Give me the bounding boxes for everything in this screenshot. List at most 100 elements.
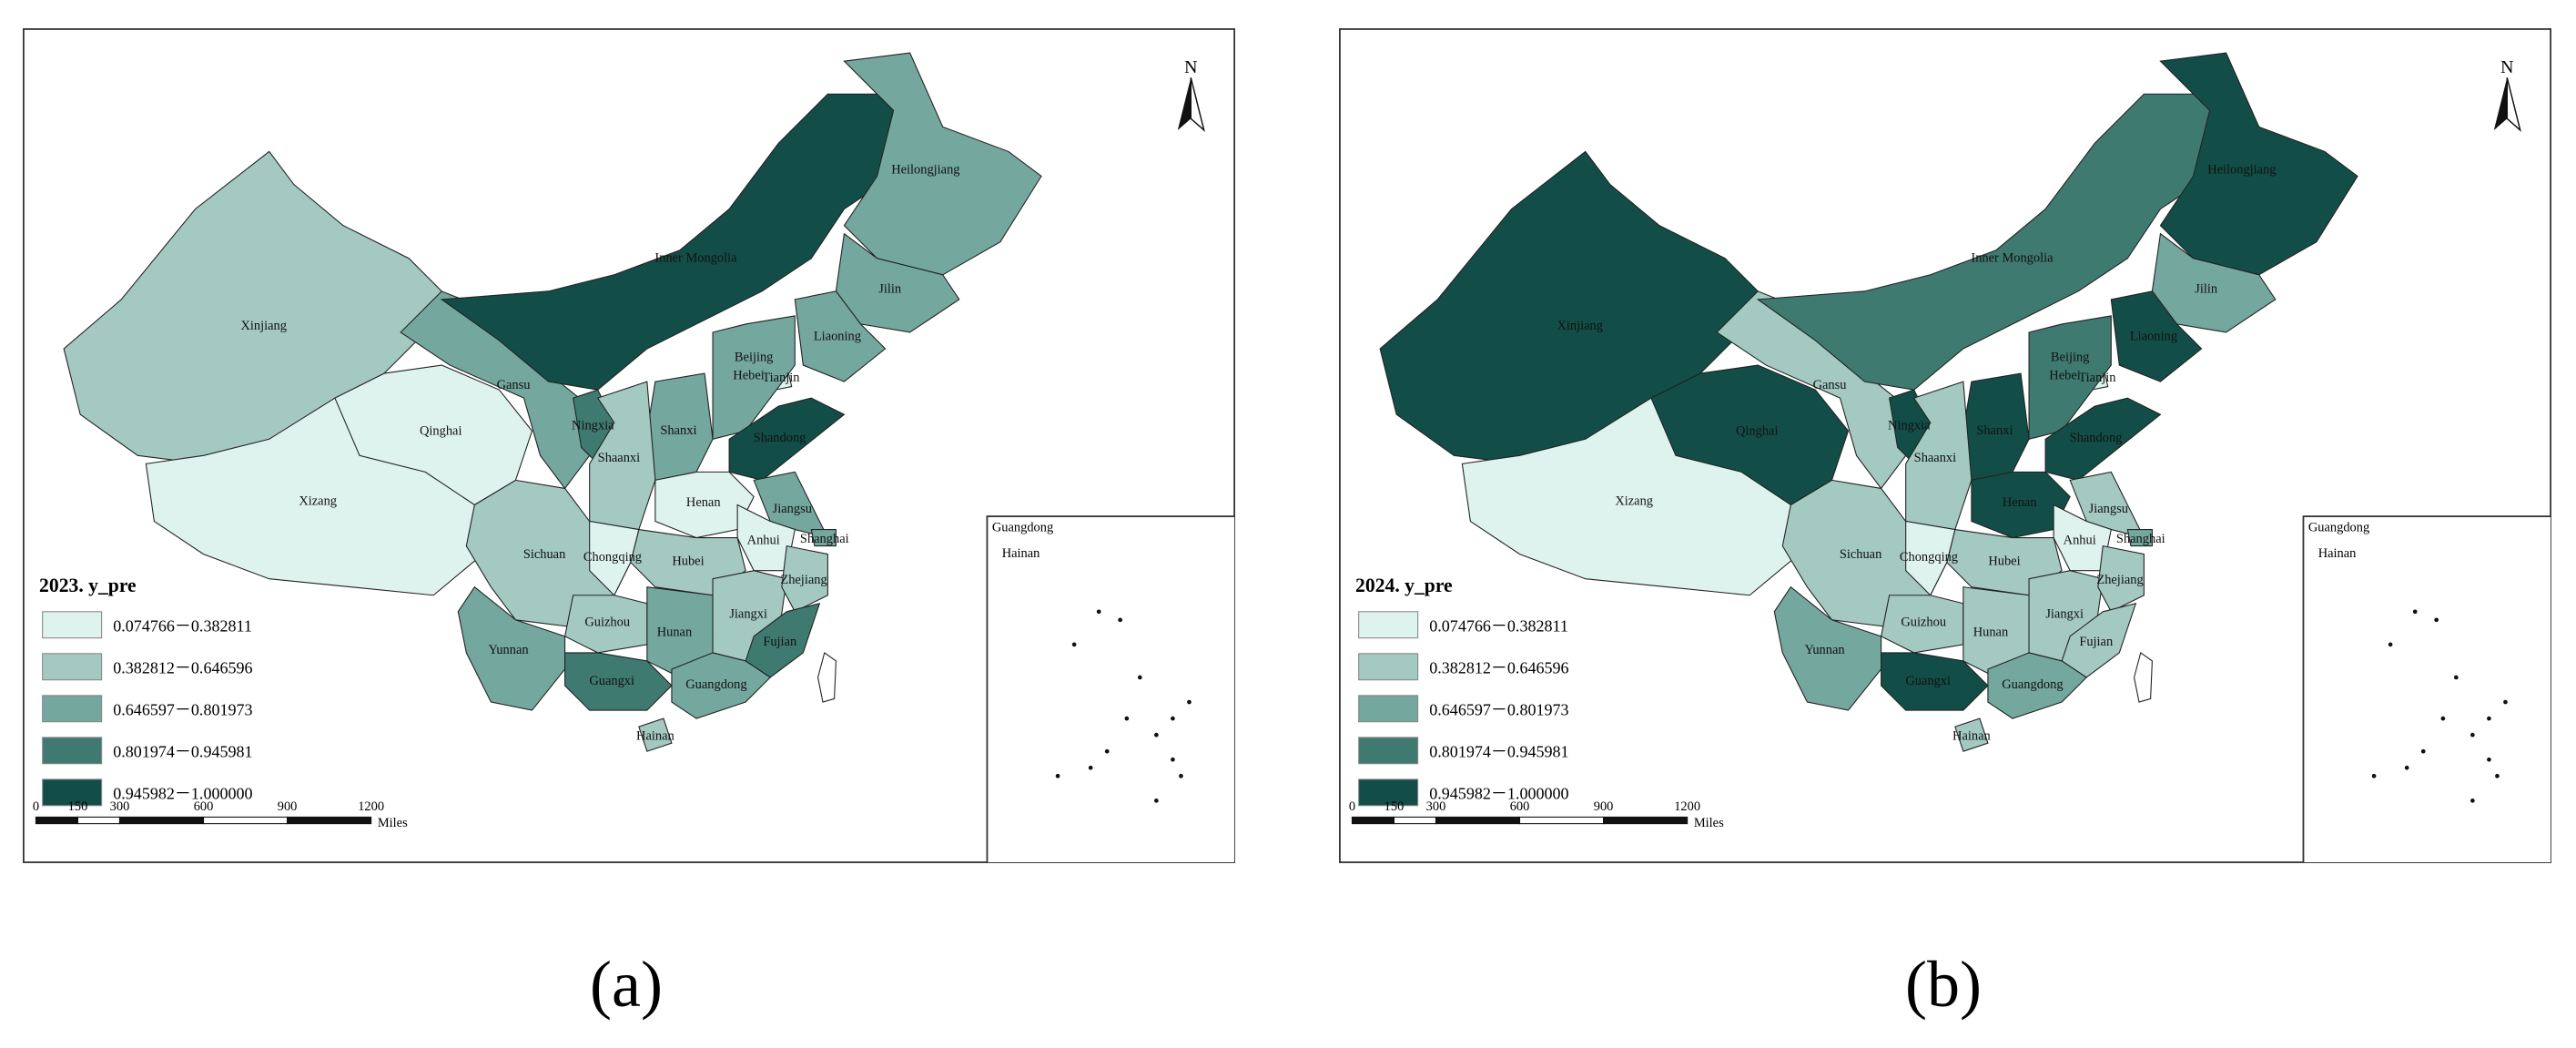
- scale-tick-label: 300: [110, 799, 130, 814]
- province-label: Xinjiang: [1557, 319, 1602, 333]
- legend-swatch: [1358, 695, 1419, 723]
- island: [1154, 799, 1159, 803]
- scale-tick-label: 150: [68, 799, 88, 814]
- province: [589, 520, 640, 596]
- scale-segment: [202, 816, 289, 825]
- province-label: Hubei: [1988, 554, 2020, 568]
- legend-title: 2024. y_pre: [1355, 575, 1453, 596]
- province-label: Henan: [686, 495, 721, 510]
- legend-swatch: [42, 737, 103, 765]
- legend-swatch: [42, 695, 103, 723]
- province-label: Xinjiang: [240, 319, 286, 333]
- province: [728, 397, 846, 481]
- province-label: Jiangxi: [2045, 607, 2084, 622]
- province-label: Qinghai: [420, 424, 461, 439]
- province: [712, 315, 796, 440]
- north-label: N: [2500, 57, 2513, 77]
- legend-label: 0.801974－0.945981: [113, 743, 252, 761]
- province-label: Ningxia: [1888, 418, 1931, 432]
- province-label: Guangxi: [1905, 674, 1951, 688]
- province-label: Beijing: [2051, 351, 2089, 365]
- province-label: Sichuan: [523, 547, 565, 562]
- island: [2495, 773, 2500, 778]
- inset-label: Hainan: [2318, 546, 2357, 561]
- legend-swatch: [42, 653, 103, 681]
- province-label: Fujian: [763, 635, 796, 649]
- province-label: Shaanxi: [598, 451, 640, 465]
- scale-unit: Miles: [378, 816, 408, 830]
- province: [2044, 397, 2162, 481]
- island: [1104, 748, 1110, 754]
- province-label: Zhejiang: [780, 573, 827, 587]
- province-label: Heilongjiang: [2207, 163, 2276, 178]
- legend-swatch: [42, 778, 103, 807]
- island: [1171, 716, 1175, 721]
- island: [1124, 716, 1130, 721]
- province-label: Gansu: [497, 378, 531, 392]
- province: [1773, 585, 1882, 711]
- legend-label: 0.945982－1.000000: [113, 785, 252, 803]
- province-label: Anhui: [747, 533, 780, 547]
- scale-tick-label: 300: [1426, 799, 1446, 814]
- island: [2434, 617, 2439, 623]
- province-label: Xizang: [299, 493, 337, 508]
- province-label: Qinghai: [1736, 424, 1778, 439]
- province: [2159, 52, 2358, 276]
- scale-tick-label: 0: [1349, 799, 1355, 814]
- island: [2503, 699, 2508, 705]
- province-label: Fujian: [2079, 635, 2113, 649]
- province: [794, 290, 887, 382]
- province-label: Guizhou: [1901, 616, 1946, 630]
- taiwan: [2134, 652, 2153, 703]
- scale-tick-label: 900: [1594, 799, 1614, 814]
- province-label: Sichuan: [1840, 547, 1881, 562]
- province-label: Guangxi: [589, 674, 634, 688]
- scale-segment: [1518, 816, 1605, 825]
- province-label: Guangdong: [685, 677, 746, 692]
- scale-tick-label: 0: [33, 799, 39, 814]
- scale-tick-label: 600: [1510, 799, 1530, 814]
- island: [2470, 732, 2475, 738]
- province: [1881, 652, 1989, 711]
- island: [1088, 765, 1093, 770]
- north-arrow: [1190, 77, 1205, 133]
- island: [1071, 642, 1077, 647]
- province-label: Beijing: [735, 351, 773, 365]
- province-label: Hebei: [733, 369, 764, 383]
- scale-segment: [1435, 816, 1521, 825]
- map: Xinjiang Xizang Qinghai Gansu Inner Mongolia…: [1339, 28, 2552, 864]
- province: [457, 585, 566, 711]
- province-label: Tianjin: [762, 371, 799, 385]
- province-label: Inner Mongolia: [1971, 251, 2054, 266]
- province-label: Gansu: [1813, 378, 1847, 392]
- province: [638, 717, 673, 752]
- province-label: Yunnan: [1805, 643, 1845, 657]
- province-label: Zhejiang: [2096, 573, 2143, 587]
- scale-tick-label: 150: [1384, 799, 1405, 814]
- inset-label: Guangdong: [992, 520, 1053, 534]
- province-label: Jilin: [2195, 281, 2217, 296]
- province-label: Heilongjiang: [891, 163, 959, 178]
- province-label: Liaoning: [814, 329, 861, 343]
- province: [2110, 290, 2203, 382]
- province-label: Shanghai: [2116, 532, 2165, 546]
- legend-label: 0.801974－0.945981: [1429, 743, 1568, 761]
- legend-label: 0.945982－1.000000: [1429, 785, 1568, 803]
- scale-segment: [118, 816, 205, 825]
- island: [2404, 765, 2409, 770]
- legend-swatch: [1358, 778, 1419, 807]
- province: [810, 529, 837, 547]
- province-label: Henan: [2003, 495, 2037, 510]
- legend-label: 0.646597－0.801973: [1429, 701, 1568, 719]
- map: Xinjiang Xizang Qinghai Gansu Inner Mongolia…: [23, 28, 1236, 864]
- province-label: Anhui: [2064, 533, 2096, 547]
- province-label: Tianjin: [2078, 371, 2115, 385]
- island: [2440, 716, 2446, 721]
- province-label: Shandong: [754, 431, 806, 445]
- scale-tick-label: 1200: [1674, 799, 1700, 814]
- inset-label: Hainan: [1002, 546, 1040, 561]
- island: [1118, 617, 1123, 623]
- province: [843, 52, 1042, 276]
- province-label: Hunan: [657, 625, 692, 639]
- province-label: Guangdong: [2002, 677, 2063, 692]
